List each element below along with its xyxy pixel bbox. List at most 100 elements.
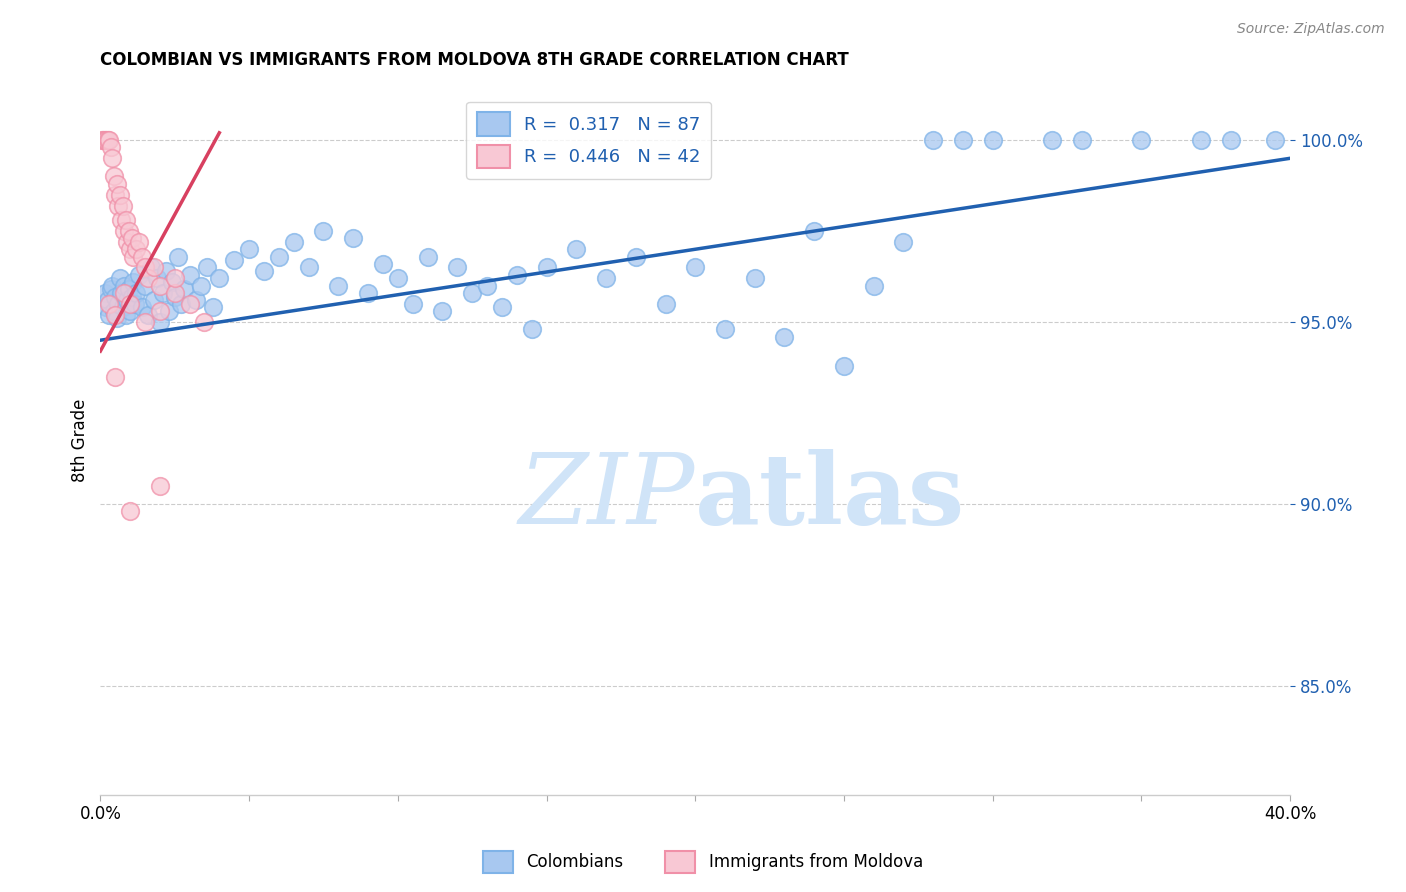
Point [100,282,122,296]
Point [595,271,617,285]
Point [163,285,186,300]
Point [104,369,127,384]
Point [446,260,468,275]
Point [197,260,219,275]
Point [922,133,945,147]
Point [184,293,207,308]
Point [173,282,195,296]
Text: ZIP: ZIP [519,450,695,545]
Point [100,140,122,154]
Text: atlas: atlas [695,449,966,546]
Point [104,289,127,303]
Point [139,260,162,275]
Point [1071,133,1094,147]
Point [91,133,114,147]
Point [122,250,145,264]
Point [416,250,439,264]
Point [97,133,120,147]
Point [103,169,125,184]
Point [125,242,148,256]
Point [432,304,454,318]
Point [128,268,150,282]
Point [120,304,142,318]
Point [893,235,915,249]
Point [163,271,186,285]
Point [125,285,148,300]
Point [491,301,513,315]
Point [110,213,132,227]
Point [96,301,118,315]
Point [136,271,159,285]
Point [112,285,135,300]
Y-axis label: 8th Grade: 8th Grade [72,399,89,482]
Point [155,264,177,278]
Point [565,242,588,256]
Point [1189,133,1212,147]
Point [112,224,135,238]
Point [111,198,134,212]
Point [157,304,180,318]
Text: Source: ZipAtlas.com: Source: ZipAtlas.com [1237,22,1385,37]
Point [475,278,498,293]
Point [179,268,201,282]
Point [179,297,201,311]
Legend: R =  0.317   N = 87, R =  0.446   N = 42: R = 0.317 N = 87, R = 0.446 N = 42 [467,102,711,178]
Point [121,231,143,245]
Point [136,308,159,322]
Point [224,253,246,268]
Point [461,285,484,300]
Point [160,275,183,289]
Point [202,301,225,315]
Point [104,308,127,322]
Legend: Colombians, Immigrants from Moldova: Colombians, Immigrants from Moldova [477,845,929,880]
Point [536,260,558,275]
Point [122,275,145,289]
Point [506,268,529,282]
Point [208,271,231,285]
Point [98,308,121,322]
Point [149,315,172,329]
Point [1264,133,1286,147]
Point [152,285,174,300]
Point [267,250,290,264]
Point [149,278,172,293]
Point [134,278,156,293]
Point [105,311,128,326]
Point [253,264,276,278]
Point [114,213,136,227]
Text: COLOMBIAN VS IMMIGRANTS FROM MOLDOVA 8TH GRADE CORRELATION CHART: COLOMBIAN VS IMMIGRANTS FROM MOLDOVA 8TH… [100,51,849,69]
Point [134,260,156,275]
Point [163,289,186,303]
Point [142,260,165,275]
Point [402,297,425,311]
Point [357,285,380,300]
Point [166,250,188,264]
Point [371,257,394,271]
Point [101,278,124,293]
Point [107,297,129,311]
Point [283,235,305,249]
Point [832,359,855,373]
Point [1040,133,1063,147]
Point [121,289,143,303]
Point [108,271,131,285]
Point [297,260,319,275]
Point [128,235,150,249]
Point [169,297,191,311]
Point [193,315,215,329]
Point [112,278,135,293]
Point [131,250,153,264]
Point [120,242,142,256]
Point [103,304,125,318]
Point [142,293,165,308]
Point [97,293,120,308]
Point [238,242,260,256]
Point [146,271,169,285]
Point [342,231,364,245]
Point [94,133,117,147]
Point [683,260,706,275]
Point [312,224,335,238]
Point [803,224,825,238]
Point [115,235,138,249]
Point [952,133,974,147]
